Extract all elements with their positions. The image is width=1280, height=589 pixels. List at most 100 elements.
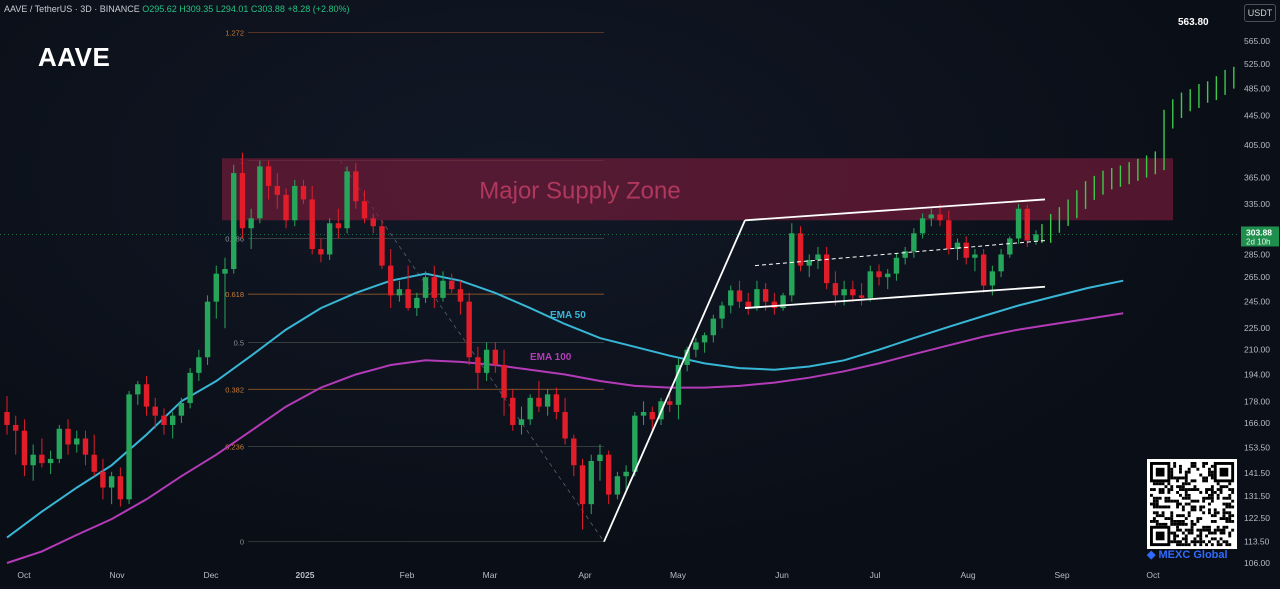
price-axis-bg [1240,0,1280,584]
candle-body [640,412,647,416]
candle-body [893,257,900,274]
lower-channel-line [744,285,1046,309]
time-tick-label: 2025 [296,570,315,580]
candle-body [518,419,525,425]
candle-body [248,218,254,229]
candle-body [475,357,481,373]
candle-body [571,438,577,466]
price-tick-label: 141.50 [1244,468,1270,478]
pair-label: AAVE / TetherUS · 3D · BINANCE [4,4,140,14]
time-tick-label: Jul [870,570,881,580]
close-value: C303.88 [250,4,285,14]
candle-body [4,412,10,425]
candle-body [283,194,289,221]
candle-body [823,254,830,284]
candle-body [178,403,185,416]
candle-body [980,254,987,286]
candle-body [47,458,54,464]
supply-zone-box [222,158,1173,221]
candle-body [318,249,324,255]
candle-body [187,372,193,404]
candle-body [466,301,472,358]
candle-body [379,226,385,266]
candle-body [850,289,856,296]
time-tick-label: Aug [960,570,975,580]
candle-body [257,166,263,219]
candle-body [928,214,935,219]
candle-body [919,218,926,234]
price-tick-label: 265.00 [1244,272,1270,282]
price-tick-label: 445.00 [1244,110,1270,120]
currency-button[interactable]: USDT [1244,4,1276,22]
price-tick-label: 365.00 [1244,172,1270,182]
fib-level-label: 0.618 [225,290,244,299]
candle-body [126,394,132,500]
candle-body [806,259,812,266]
candle-body [649,412,655,420]
candle-body [100,471,106,488]
candle-body [13,424,19,431]
price-tick-label: 210.00 [1244,345,1270,355]
candle-body [292,185,298,221]
candle-body [623,471,629,477]
candle-body [963,242,969,258]
high-value: H309.35 [179,4,214,14]
price-tick-label: 565.00 [1244,36,1270,46]
candle-body [135,384,141,395]
candle-body [501,364,507,398]
mexc-logo: ◆ MEXC Global [1147,549,1228,561]
time-tick-label: Sep [1054,570,1069,580]
candle-body [274,185,281,195]
candle-body [832,283,839,296]
candle-body [396,289,403,296]
candle-body [21,430,28,466]
candle-body [876,271,882,278]
symbol-title: AAVE [38,42,111,72]
supply-zone[interactable]: Major Supply Zone [222,158,1173,221]
candle-body [745,301,751,309]
candle-body [370,218,376,227]
candle-body [553,394,560,413]
candle-body [204,301,211,358]
candle-body [579,465,586,505]
candle-body [344,171,350,229]
candle-body [885,273,891,278]
candle-body [789,233,795,296]
time-axis[interactable]: Oct Nov Dec 2025 Feb Mar Apr May Jun Jul Aug Sep Oct [17,570,1160,580]
candle-body [858,295,865,298]
candle-body [771,301,778,309]
candle-body [414,297,420,309]
candle-body [440,280,446,298]
candle-body [387,265,394,296]
candle-body [614,476,621,495]
candle-body [309,199,315,250]
candle-body [431,277,437,298]
change-value: +8.28 (+2.80%) [287,4,350,14]
ema50-label: EMA 50 [550,310,586,321]
price-tick-label: 122.50 [1244,513,1270,523]
pattern-lines[interactable] [603,198,1046,543]
candle-body [74,438,80,445]
moving-averages: EMA 50 EMA 100 [6,272,1124,564]
candle-body [152,406,158,416]
candle-body [335,223,342,229]
projection-path [1041,60,1279,243]
candle-body [39,454,45,464]
candle-body [65,428,71,445]
candle-body [684,349,690,365]
candle-body [911,233,917,252]
candle-body [762,289,769,302]
candle-body [667,401,673,405]
candle-body [161,415,167,425]
candle-body [169,415,176,425]
candle-body [989,271,996,286]
fib-level-label: 0.382 [225,385,244,394]
open-value: O295.62 [142,4,177,14]
candle-body [754,289,760,309]
candle-body [954,242,961,250]
brand-name: MEXC Global [1158,549,1228,561]
